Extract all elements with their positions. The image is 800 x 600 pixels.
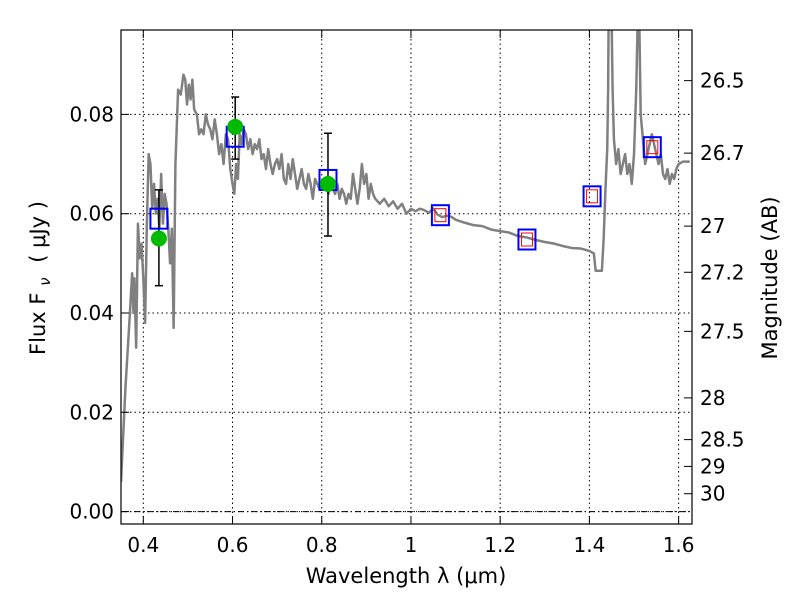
y-tick-label: 0.08 xyxy=(69,102,114,126)
model-flux-box xyxy=(517,228,537,251)
x-tick-label: 1.6 xyxy=(663,533,695,557)
photometry-marks xyxy=(149,96,662,287)
right-axis-label: Magnitude (AB) xyxy=(758,196,782,359)
model-flux-box xyxy=(149,207,169,230)
right-tick-label: 28.5 xyxy=(700,428,745,452)
inner-flux-marker xyxy=(434,208,447,223)
right-tick-label: 30 xyxy=(700,482,725,506)
y-axis-label-unit: ( μJy ) xyxy=(26,201,50,263)
model-flux-box xyxy=(430,204,450,227)
x-tick-label: 1.2 xyxy=(484,533,516,557)
observed-flux-point xyxy=(319,175,336,192)
inner-flux-marker xyxy=(646,140,659,155)
inner-flux-marker xyxy=(520,232,533,247)
y-tick-label: 0.04 xyxy=(69,301,114,325)
axis-tick-labels: 0.4 0.6 0.8 1 1.2 1.4 1.6 0.00 0.02 0.04 0.06 0.08 2… xyxy=(69,69,744,557)
model-flux-box xyxy=(582,185,602,208)
x-axis-label: Wavelength λ (μm) xyxy=(306,564,507,588)
right-tick-label: 27.2 xyxy=(700,260,745,284)
y-axis-label-main: Flux F xyxy=(26,293,50,355)
model-flux-box xyxy=(642,136,662,159)
right-tick-label: 26.7 xyxy=(700,141,745,165)
x-tick-label: 1 xyxy=(405,533,418,557)
right-tick-label: 28 xyxy=(700,386,725,410)
plot-frame xyxy=(120,29,693,525)
right-tick-label: 29 xyxy=(700,454,725,478)
x-tick-label: 0.8 xyxy=(306,533,338,557)
inner-flux-marker xyxy=(586,189,599,204)
right-tick-label: 27 xyxy=(700,214,725,238)
y-axis-label: Flux F ν ( μJy ) xyxy=(26,201,55,355)
right-tick-label: 27.5 xyxy=(700,319,745,343)
observed-flux-point xyxy=(150,230,167,247)
y-tick-label: 0.06 xyxy=(69,202,114,226)
y-axis-label-subscript: ν xyxy=(36,277,54,285)
x-tick-label: 0.6 xyxy=(217,533,249,557)
right-tick-label: 26.5 xyxy=(700,69,745,93)
axis-ticks xyxy=(121,30,692,524)
observed-flux-point xyxy=(227,118,244,135)
y-tick-label: 0.00 xyxy=(69,500,114,524)
x-tick-label: 0.4 xyxy=(127,533,159,557)
x-tick-label: 1.4 xyxy=(573,533,605,557)
y-tick-label: 0.02 xyxy=(69,400,114,424)
